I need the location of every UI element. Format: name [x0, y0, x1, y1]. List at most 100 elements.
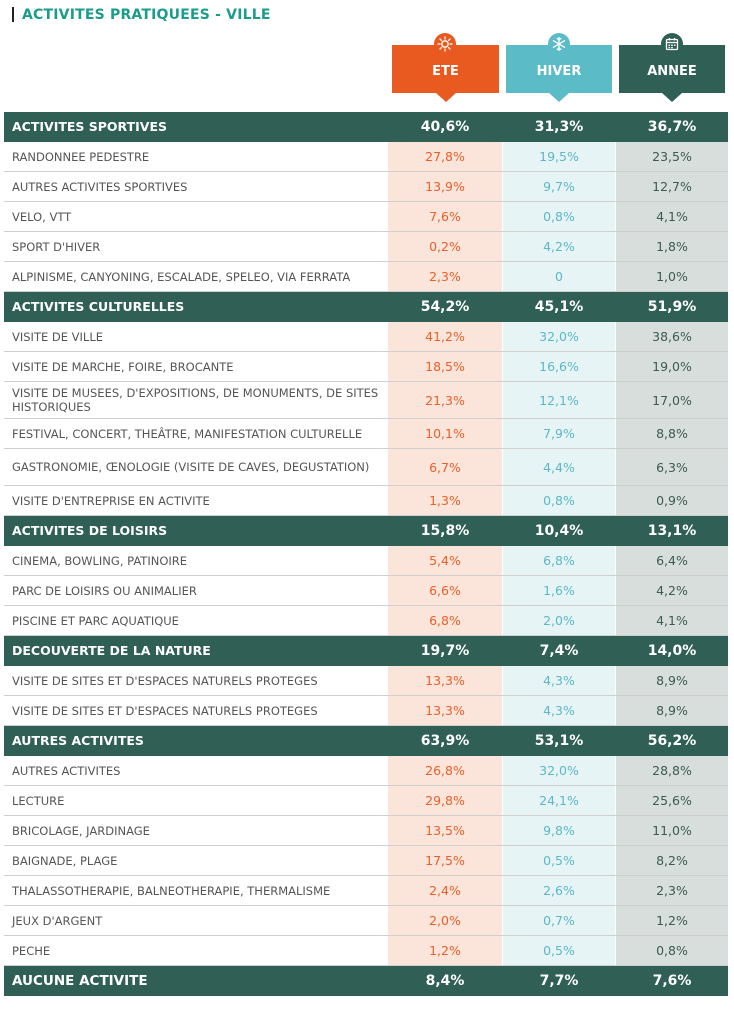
hiver-value: 6,8% [543, 553, 575, 568]
category-row: AUTRES ACTIVITES 63,9% 53,1% 56,2% [4, 726, 728, 756]
annee-value: 25,6% [652, 793, 692, 808]
row-label: ACTIVITES SPORTIVES [12, 119, 168, 134]
hiver-value: 19,5% [539, 149, 579, 164]
row-label: AUTRES ACTIVITES [12, 733, 144, 748]
row-label: PISCINE ET PARC AQUATIQUE [12, 613, 179, 628]
hiver-value: 0,8% [543, 209, 575, 224]
table-row: VELO, VTT 7,6% 0,8% 4,1% [4, 202, 728, 232]
table-row: CINEMA, BOWLING, PATINOIRE 5,4% 6,8% 6,4% [4, 546, 728, 576]
table-row: VISITE DE MUSEES, D'EXPOSITIONS, DE MONU… [4, 382, 728, 419]
hiver-value: 31,3% [534, 119, 584, 135]
category-row: DECOUVERTE DE LA NATURE 19,7% 7,4% 14,0% [4, 636, 728, 666]
annee-value: 36,7% [647, 119, 697, 135]
header-ete-pointer [435, 93, 456, 102]
table-row: VISITE DE VILLE 41,2% 32,0% 38,6% [4, 322, 728, 352]
row-label: BAIGNADE, PLAGE [12, 853, 118, 868]
category-row: ACTIVITES SPORTIVES 40,6% 31,3% 36,7% [4, 112, 728, 142]
ete-value: 18,5% [425, 359, 465, 374]
annee-value: 1,8% [656, 239, 688, 254]
hiver-value: 12,1% [539, 392, 579, 408]
annee-value: 0,9% [656, 493, 688, 508]
row-label: PECHE [12, 943, 51, 958]
title-accent-bar [12, 7, 14, 22]
annee-value: 4,2% [656, 583, 688, 598]
annee-value: 14,0% [647, 643, 697, 659]
hiver-value: 2,0% [543, 613, 575, 628]
annee-column-background [616, 142, 728, 984]
sun-icon [434, 33, 456, 55]
row-label: ALPINISME, CANYONING, ESCALADE, SPELEO, … [12, 269, 351, 284]
hiver-value: 4,2% [543, 239, 575, 254]
ete-column-background [388, 142, 502, 984]
row-label: AUCUNE ACTIVITE [12, 973, 148, 989]
table-row: FESTIVAL, CONCERT, THEÂTRE, MANIFESTATIO… [4, 419, 728, 449]
table-row: VISITE DE MARCHE, FOIRE, BROCANTE 18,5% 16… [4, 352, 728, 382]
hiver-value: 10,4% [534, 523, 584, 539]
ete-value: 15,8% [420, 523, 470, 539]
snowflake-icon [548, 33, 570, 55]
row-label: VELO, VTT [12, 209, 72, 224]
table-row: PISCINE ET PARC AQUATIQUE 6,8% 2,0% 4,1% [4, 606, 728, 636]
hiver-value: 7,4% [539, 643, 579, 659]
annee-value: 8,2% [656, 853, 688, 868]
table-row: VISITE DE SITES ET D'ESPACES NATURELS PR… [4, 696, 728, 726]
annee-value: 11,0% [652, 823, 692, 838]
calendar-icon [661, 33, 683, 55]
header-hiver-label: HIVER [536, 63, 582, 79]
annee-value: 2,3% [656, 883, 688, 898]
row-label: PARC DE LOISIRS OU ANIMALIER [12, 583, 197, 598]
table-row: VISITE DE SITES ET D'ESPACES NATURELS PR… [4, 666, 728, 696]
table-row: AUTRES ACTIVITES SPORTIVES 13,9% 9,7% 12,7% [4, 172, 728, 202]
ete-value: 2,4% [429, 883, 461, 898]
hiver-value: 9,7% [543, 179, 575, 194]
table-row: BAIGNADE, PLAGE 17,5% 0,5% 8,2% [4, 846, 728, 876]
row-label: VISITE DE VILLE [12, 329, 104, 344]
table-row: SPORT D'HIVER 0,2% 4,2% 1,8% [4, 232, 728, 262]
annee-value: 0,8% [656, 943, 688, 958]
ete-value: 29,8% [425, 793, 465, 808]
header-annee-pointer [662, 93, 682, 102]
row-label: SPORT D'HIVER [12, 239, 101, 254]
hiver-value: 7,7% [539, 973, 579, 989]
hiver-value: 0,7% [543, 913, 575, 928]
ete-value: 27,8% [425, 149, 465, 164]
annee-value: 1,0% [656, 269, 688, 284]
row-label: LECTURE [12, 793, 65, 808]
page-title: ACTIVITES PRATIQUEES - VILLE [22, 7, 271, 23]
row-label: VISITE DE SITES ET D'ESPACES NATURELS PR… [12, 673, 318, 688]
ete-value: 40,6% [420, 119, 470, 135]
hiver-value: 0,5% [543, 943, 575, 958]
annee-value: 51,9% [647, 299, 697, 315]
ete-value: 2,0% [429, 913, 461, 928]
row-label: VISITE DE MUSEES, D'EXPOSITIONS, DE MONU… [12, 386, 379, 414]
annee-value: 6,3% [656, 459, 688, 475]
ete-value: 1,2% [429, 943, 461, 958]
table-row: VISITE D'ENTREPRISE EN ACTIVITE 1,3% 0,8% 0… [4, 486, 728, 516]
row-label: VISITE D'ENTREPRISE EN ACTIVITE [12, 493, 210, 508]
category-row: ACTIVITES DE LOISIRS 15,8% 10,4% 13,1% [4, 516, 728, 546]
ete-value: 10,1% [425, 426, 465, 441]
row-label: VISITE DE MARCHE, FOIRE, BROCANTE [12, 359, 234, 374]
row-label: AUTRES ACTIVITES SPORTIVES [12, 179, 188, 194]
ete-value: 63,9% [420, 733, 470, 749]
row-label: CINEMA, BOWLING, PATINOIRE [12, 553, 188, 568]
annee-value: 7,6% [652, 973, 692, 989]
ete-value: 19,7% [420, 643, 470, 659]
row-label: FESTIVAL, CONCERT, THEÂTRE, MANIFESTATIO… [12, 426, 363, 441]
hiver-value: 45,1% [534, 299, 584, 315]
category-row: ACTIVITES CULTURELLES 54,2% 45,1% 51,9% [4, 292, 728, 322]
hiver-value: 0 [555, 269, 563, 284]
row-label: THALASSOTHERAPIE, BALNEOTHERAPIE, THERMA… [12, 883, 331, 898]
table-row: PARC DE LOISIRS OU ANIMALIER 6,6% 1,6% 4,2% [4, 576, 728, 606]
hiver-value: 16,6% [539, 359, 579, 374]
ete-value: 41,2% [425, 329, 465, 344]
table-row: BRICOLAGE, JARDINAGE 13,5% 9,8% 11,0% [4, 816, 728, 846]
header-annee-label: ANNEE [647, 63, 697, 79]
annee-value: 12,7% [652, 179, 692, 194]
activities-table: ACTIVITES SPORTIVES 40,6% 31,3% 36,7% RANDON… [4, 112, 728, 996]
annee-value: 1,2% [656, 913, 688, 928]
annee-value: 4,1% [656, 209, 688, 224]
row-label: RANDONNEE PEDESTRE [12, 149, 150, 164]
annee-value: 13,1% [647, 523, 697, 539]
hiver-value: 1,6% [543, 583, 575, 598]
